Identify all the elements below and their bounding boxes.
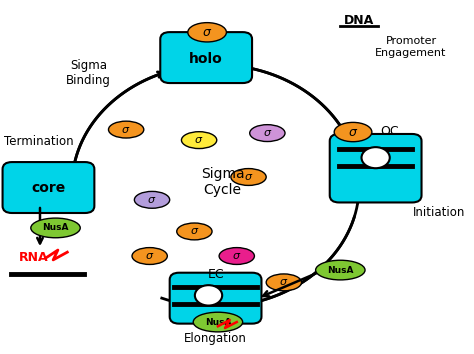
- Ellipse shape: [132, 247, 167, 264]
- Text: $\sigma$: $\sigma$: [232, 251, 241, 261]
- Text: $\sigma$: $\sigma$: [194, 135, 204, 145]
- Text: $\sigma$: $\sigma$: [121, 125, 131, 135]
- Text: Promoter
Engagement: Promoter Engagement: [375, 36, 447, 58]
- Ellipse shape: [31, 218, 80, 238]
- Ellipse shape: [316, 260, 365, 280]
- Text: $\sigma$: $\sigma$: [147, 195, 157, 205]
- Ellipse shape: [266, 274, 301, 291]
- Text: $\sigma$: $\sigma$: [145, 251, 155, 261]
- Text: Sigma
Binding: Sigma Binding: [66, 59, 111, 87]
- Text: Termination: Termination: [4, 135, 73, 148]
- Text: NusA: NusA: [205, 318, 231, 326]
- Text: Initiation: Initiation: [413, 206, 465, 219]
- Ellipse shape: [195, 285, 222, 306]
- Text: NusA: NusA: [42, 223, 69, 233]
- Text: RNA: RNA: [19, 251, 49, 264]
- Text: $\sigma$: $\sigma$: [348, 126, 358, 138]
- Ellipse shape: [250, 125, 285, 142]
- Ellipse shape: [231, 169, 266, 185]
- FancyBboxPatch shape: [170, 273, 262, 324]
- Text: OC: OC: [380, 125, 399, 138]
- Text: EC: EC: [207, 268, 224, 281]
- Text: core: core: [31, 181, 65, 195]
- Text: DNA: DNA: [344, 14, 374, 27]
- Ellipse shape: [188, 23, 227, 42]
- Ellipse shape: [134, 192, 170, 208]
- Ellipse shape: [182, 132, 217, 149]
- Ellipse shape: [109, 121, 144, 138]
- FancyBboxPatch shape: [160, 32, 252, 83]
- Text: Sigma
Cycle: Sigma Cycle: [201, 167, 245, 198]
- Ellipse shape: [193, 312, 243, 332]
- Text: $\sigma$: $\sigma$: [202, 26, 212, 39]
- Ellipse shape: [177, 223, 212, 240]
- Text: holo: holo: [189, 52, 223, 66]
- Ellipse shape: [219, 247, 255, 264]
- Ellipse shape: [362, 147, 390, 168]
- FancyBboxPatch shape: [330, 134, 421, 202]
- Ellipse shape: [334, 122, 372, 142]
- Text: $\sigma$: $\sigma$: [190, 227, 199, 236]
- Text: NusA: NusA: [327, 266, 354, 275]
- Text: $\sigma$: $\sigma$: [279, 278, 289, 287]
- Text: $\sigma$: $\sigma$: [263, 128, 272, 138]
- Text: Elongation: Elongation: [184, 332, 247, 345]
- FancyBboxPatch shape: [2, 162, 94, 213]
- Text: $\sigma$: $\sigma$: [244, 172, 253, 182]
